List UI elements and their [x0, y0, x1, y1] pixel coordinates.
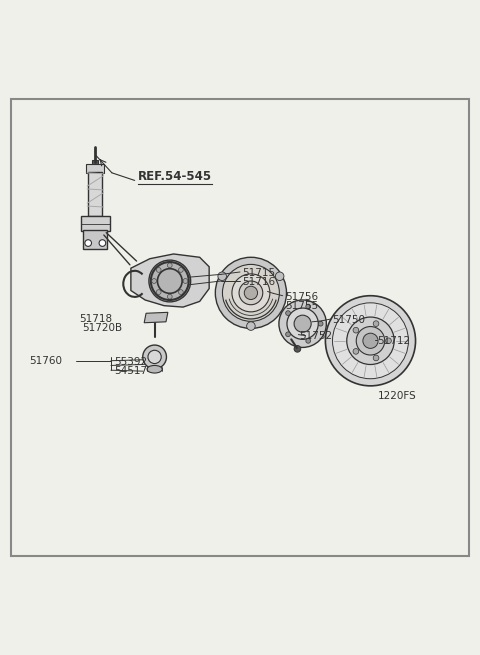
Circle shape	[325, 295, 416, 386]
Circle shape	[179, 290, 183, 295]
Circle shape	[85, 240, 92, 246]
Text: 51712: 51712	[378, 336, 411, 346]
Circle shape	[347, 317, 394, 364]
Circle shape	[373, 355, 379, 361]
Circle shape	[363, 333, 378, 348]
Circle shape	[306, 339, 311, 343]
Text: 51756: 51756	[285, 291, 318, 302]
Circle shape	[218, 272, 227, 280]
Text: 1220FS: 1220FS	[378, 391, 416, 402]
Bar	[86, 164, 104, 174]
Text: REF.54-545: REF.54-545	[138, 170, 212, 183]
Circle shape	[353, 328, 359, 333]
Text: 54517: 54517	[114, 366, 147, 376]
Bar	[84, 231, 107, 249]
Circle shape	[294, 315, 311, 332]
Text: 51750: 51750	[333, 316, 365, 326]
Circle shape	[232, 274, 270, 312]
Bar	[88, 172, 102, 216]
Circle shape	[152, 278, 156, 284]
Circle shape	[168, 263, 172, 268]
Text: 51760: 51760	[29, 356, 62, 365]
Text: 51718: 51718	[79, 314, 112, 324]
Circle shape	[99, 240, 106, 246]
Circle shape	[279, 300, 326, 347]
Circle shape	[276, 272, 284, 280]
Circle shape	[239, 281, 263, 305]
Circle shape	[222, 265, 279, 322]
Circle shape	[318, 322, 323, 326]
Text: 51720B: 51720B	[83, 324, 122, 333]
Circle shape	[286, 332, 290, 337]
Circle shape	[148, 350, 161, 364]
Text: 51716: 51716	[242, 278, 276, 288]
Circle shape	[356, 327, 384, 355]
Circle shape	[244, 286, 258, 299]
Text: 51755: 51755	[285, 301, 318, 311]
Circle shape	[149, 260, 191, 302]
Circle shape	[156, 290, 161, 295]
Circle shape	[216, 257, 287, 328]
Bar	[81, 215, 109, 231]
Circle shape	[143, 345, 167, 369]
Circle shape	[353, 348, 359, 354]
Text: 51752: 51752	[300, 331, 333, 341]
Circle shape	[183, 278, 188, 284]
Bar	[93, 160, 98, 165]
Ellipse shape	[147, 365, 162, 373]
Circle shape	[168, 294, 172, 299]
Circle shape	[286, 310, 290, 316]
Circle shape	[385, 338, 391, 344]
Polygon shape	[144, 312, 168, 323]
Circle shape	[179, 267, 183, 272]
Circle shape	[373, 321, 379, 326]
Circle shape	[294, 346, 301, 352]
Polygon shape	[131, 254, 209, 307]
Text: 51715: 51715	[242, 268, 276, 278]
Text: 55392: 55392	[114, 357, 147, 367]
Circle shape	[247, 322, 255, 330]
Circle shape	[333, 303, 408, 379]
Circle shape	[156, 267, 161, 272]
Circle shape	[306, 304, 311, 309]
Circle shape	[287, 308, 318, 339]
